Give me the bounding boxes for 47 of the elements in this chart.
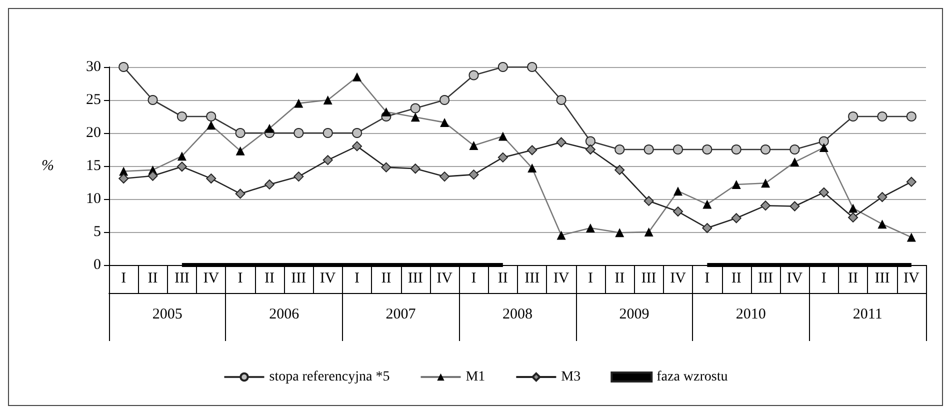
x-tick-label: I <box>354 270 360 286</box>
x-tick-label: I <box>238 270 243 286</box>
x-tick-label: II <box>381 270 392 286</box>
y-tick-label: 30 <box>86 59 101 75</box>
x-tick-label: II <box>148 270 158 286</box>
x-tick-label: II <box>614 270 625 286</box>
y-tick-label: 20 <box>86 125 101 141</box>
x-tick-label: I <box>588 270 593 286</box>
y-tick-label: 15 <box>86 158 101 174</box>
x-tick-label: IV <box>670 270 686 286</box>
y-tick-label: 5 <box>94 224 101 240</box>
x-tick-label: I <box>704 270 710 286</box>
y-tick-label: 25 <box>86 92 101 108</box>
y-tick-label: 10 <box>86 191 101 207</box>
x-tick-label: IV <box>553 270 570 286</box>
x-tick-label: II <box>731 270 742 286</box>
x-tick-label: I <box>821 270 826 286</box>
x-tick-label: II <box>848 270 858 286</box>
y-axis-title: % <box>42 158 54 174</box>
text: 2009 <box>619 306 650 322</box>
x-tick-label: IV <box>320 270 336 286</box>
legend-label: M3 <box>561 370 581 384</box>
x-tick-label: III <box>408 270 423 286</box>
x-tick-label: I <box>471 270 476 286</box>
x-tick-label: IV <box>203 270 220 286</box>
text: 2007 <box>386 306 416 322</box>
x-tick-label: III <box>641 270 656 286</box>
y-tick-label: 0 <box>94 257 101 273</box>
legend-label: stopa referencyjna *5 <box>269 370 390 384</box>
x-tick-label: IV <box>786 270 803 286</box>
text: 2011 <box>852 306 882 322</box>
text: 2006 <box>269 306 300 322</box>
x-tick-label: II <box>264 270 274 286</box>
text: 2005 <box>152 306 182 322</box>
x-tick-label: I <box>121 270 126 286</box>
x-tick-label: III <box>291 270 306 286</box>
legend-label: faza wzrostu <box>656 370 728 384</box>
legend-label: M1 <box>466 370 486 384</box>
x-tick-label: IV <box>436 270 453 286</box>
x-tick-label: IV <box>903 270 920 286</box>
x-tick-label: III <box>874 270 890 286</box>
x-tick-label: III <box>174 270 190 286</box>
x-tick-label: III <box>524 270 540 286</box>
x-tick-label: III <box>758 270 774 286</box>
text: 2010 <box>736 306 766 322</box>
x-tick-label: II <box>498 270 508 286</box>
text: 2008 <box>502 306 532 322</box>
